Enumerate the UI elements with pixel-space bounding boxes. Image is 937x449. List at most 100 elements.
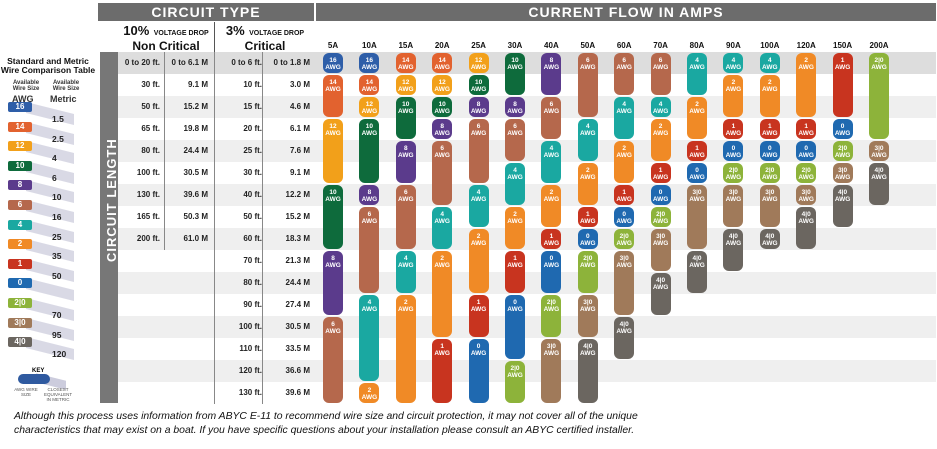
wire-gauge-pill: 4|0 AWG — [759, 229, 780, 249]
c-meters-cell: 0 to 1.8 M — [273, 58, 310, 67]
wire-gauge-label: 2|0 — [838, 145, 848, 152]
comparison-awg: 12 — [8, 141, 32, 152]
wire-gauge-label: 12 — [438, 79, 446, 86]
awg-unit-label: AWG — [725, 130, 742, 137]
wire-gauge-pill: 4|0 AWG — [687, 251, 707, 293]
wire-gauge-label: 4 — [767, 57, 772, 64]
wire-gauge-label: 2 — [767, 79, 772, 86]
wire-gauge-pill: 1 AWG — [687, 141, 707, 161]
wire-gauge-label: 2 — [513, 211, 517, 218]
wire-gauge-pill: 3|0 AWG — [869, 141, 889, 161]
comparison-table-title: Standard and Metric Wire Comparison Tabl… — [0, 57, 96, 75]
wire-gauge-label: 0 — [622, 211, 626, 218]
wire-gauge-label: 6 — [658, 57, 663, 64]
wire-gauge-label: 0 — [731, 145, 736, 152]
key-metric-label: CLOSEST EQUIVALENT IN METRIC — [44, 387, 73, 402]
awg-unit-label: AWG — [580, 262, 596, 269]
wire-gauge-label: 2|0 — [619, 233, 629, 240]
wire-comparison-item: 8 10 — [8, 180, 78, 206]
wire-gauge-pill: 8 AWG — [468, 97, 489, 117]
comparison-awg: 4 — [8, 219, 32, 230]
awg-unit-label: AWG — [652, 108, 669, 115]
wire-gauge-label: 16 — [329, 57, 337, 64]
comparison-awg: 1 — [8, 258, 32, 269]
wire-gauge-label: 1 — [767, 123, 772, 130]
nc-meters-cell: 9.1 M — [187, 80, 208, 89]
comparison-metric: 95 — [52, 329, 62, 340]
c-meters-cell: 4.6 M — [289, 102, 310, 111]
key-awg-label: AWG WIRE SIZE — [14, 387, 38, 397]
wire-gauge-label: 2 — [658, 123, 663, 130]
nc-meters-cell: 15.2 M — [183, 102, 208, 111]
awg-unit-label: AWG — [470, 240, 487, 247]
wire-gauge-pill: 1 AWG — [650, 163, 671, 183]
awg-unit-label: AWG — [325, 64, 341, 71]
awg-unit-label: AWG — [434, 86, 450, 93]
wire-gauge-label: 8 — [331, 255, 335, 262]
wire-gauge-label: 2|0 — [801, 167, 811, 174]
awg-unit-label: AWG — [470, 196, 487, 203]
wire-gauge-label: 6 — [476, 123, 481, 130]
awg-unit-label: AWG — [798, 152, 814, 159]
column-divider — [214, 52, 215, 404]
awg-unit-label: AWG — [652, 196, 669, 203]
wire-gauge-pill: 2|0 AWG — [723, 163, 744, 183]
wire-gauge-label: 2 — [804, 57, 808, 64]
awg-unit-label: AWG — [507, 372, 523, 379]
awg-unit-label: AWG — [616, 152, 632, 159]
wire-gauge-pill: 8 AWG — [432, 119, 453, 139]
wire-gauge-label: 1 — [622, 189, 626, 196]
awg-unit-label: AWG — [762, 196, 778, 203]
awg-unit-label: AWG — [616, 240, 632, 247]
wire-gauge-label: 4|0 — [838, 189, 848, 196]
amp-column-header: 30A — [507, 41, 523, 50]
awg-unit-label: AWG — [361, 196, 378, 203]
c-meters-cell: 9.1 M — [289, 168, 310, 177]
awg-unit-label: AWG — [361, 218, 378, 225]
comparison-band — [26, 337, 74, 361]
wire-gauge-label: 4|0 — [874, 167, 884, 174]
wire-gauge-pill: 3|0 AWG — [832, 163, 853, 183]
table-row: 70 ft. 21.3 M — [118, 250, 936, 272]
wire-comparison-item: 16 1.5 — [8, 102, 78, 128]
key-awg-swatch — [18, 374, 50, 384]
wire-gauge-label: 4|0 — [656, 277, 666, 284]
awg-unit-label: AWG — [398, 152, 414, 159]
wire-gauge-label: 14 — [365, 79, 373, 86]
awg-unit-label: AWG — [543, 240, 560, 247]
awg-unit-label: AWG — [325, 328, 341, 335]
amp-column-header: 40A — [544, 41, 559, 50]
wire-gauge-pill: 4 AWG — [505, 163, 525, 205]
wire-gauge-label: 0 — [658, 189, 663, 196]
awg-unit-label: AWG — [725, 152, 742, 159]
wire-gauge-label: 3|0 — [728, 189, 738, 196]
awg-unit-label: AWG — [580, 64, 596, 71]
wire-gauge-label: 10 — [402, 101, 410, 108]
wire-gauge-pill: 4 AWG — [432, 207, 453, 249]
awg-unit-label: AWG — [361, 108, 378, 115]
wire-gauge-pill: 8 AWG — [323, 251, 343, 315]
wire-gauge-label: 2 — [403, 299, 408, 306]
wire-gauge-pill: 6 AWG — [505, 119, 525, 161]
awg-unit-label: AWG — [507, 64, 523, 71]
wire-gauge-pill: 2|0 AWG — [832, 141, 853, 161]
amp-column-header: 5A — [327, 41, 339, 50]
awg-unit-label: AWG — [725, 86, 742, 93]
wire-gauge-pill: 4|0 AWG — [796, 207, 817, 249]
wire-gauge-pill: 4 AWG — [577, 119, 598, 161]
wire-gauge-label: 4 — [403, 255, 408, 262]
drop3-sub: VOLTAGE DROP — [249, 30, 305, 37]
nc-meters-cell — [164, 294, 208, 316]
wire-gauge-label: 2 — [476, 233, 481, 240]
metric-col-heading: Metric — [50, 94, 77, 104]
awg-unit-label: AWG — [834, 196, 851, 203]
wire-gauge-label: 2|0 — [546, 299, 556, 306]
wire-gauge-pill: 2 AWG — [759, 75, 780, 117]
wire-gauge-label: 4|0 — [619, 321, 629, 328]
wire-gauge-label: 14 — [402, 57, 410, 64]
wire-gauge-label: 3|0 — [692, 189, 702, 196]
wire-gauge-pill: 4 AWG — [759, 53, 780, 73]
wire-gauge-pill: 3|0 AWG — [650, 229, 671, 271]
awg-unit-label: AWG — [325, 196, 341, 203]
c-meters-cell: 30.5 M — [285, 322, 310, 331]
